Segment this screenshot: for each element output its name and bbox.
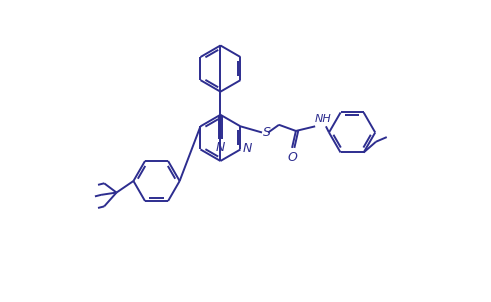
Text: N: N (216, 141, 225, 154)
Text: N: N (243, 142, 252, 155)
Text: O: O (288, 151, 298, 164)
Text: NH: NH (315, 114, 332, 124)
Text: S: S (263, 126, 271, 139)
